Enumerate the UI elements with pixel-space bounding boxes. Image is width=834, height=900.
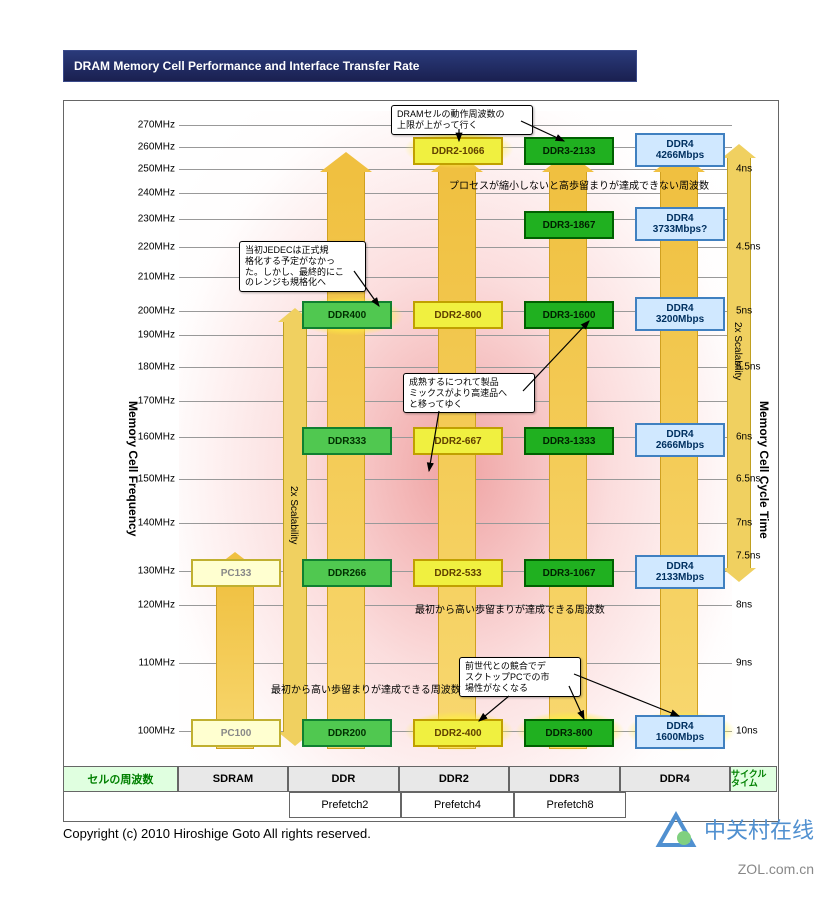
y-tick-left: 260MHz: [138, 142, 175, 153]
annotation: 最初から高い歩留まりが達成できる周波数: [415, 601, 605, 616]
annotation: プロセスが縮小しないと高歩留まりが達成できない周波数: [449, 177, 709, 192]
mem-ddr4: DDR4 3200Mbps: [635, 297, 725, 331]
y-tick-left: 190MHz: [138, 330, 175, 341]
y-tick-left: 270MHz: [138, 120, 175, 131]
mem-ddr400: DDR400: [302, 301, 392, 329]
y-tick-left: 120MHz: [138, 600, 175, 611]
y-tick-left: 250MHz: [138, 164, 175, 175]
y-tick-left: 230MHz: [138, 214, 175, 225]
mem-ddr2-533: DDR2-533: [413, 559, 503, 587]
mem-ddr3-1067: DDR3-1067: [524, 559, 614, 587]
annotation: 最初から高い歩留まりが達成できる周波数: [271, 681, 461, 696]
y-tick-left: 240MHz: [138, 188, 175, 199]
copyright: Copyright (c) 2010 Hiroshige Goto All ri…: [63, 826, 371, 841]
y-tick-left: 130MHz: [138, 566, 175, 577]
callout: DRAMセルの動作周波数の 上限が上がって行く: [391, 105, 533, 135]
mem-ddr3-1333: DDR3-1333: [524, 427, 614, 455]
y-tick-right: 7ns: [736, 518, 752, 529]
y-tick-left: 160MHz: [138, 432, 175, 443]
y-tick-right: 5.5ns: [736, 362, 760, 373]
mem-ddr4: DDR4 2133Mbps: [635, 555, 725, 589]
y-tick-left: 210MHz: [138, 272, 175, 283]
chart: 2x Scalability2x Scalability PC133PC100D…: [63, 100, 779, 822]
mem-ddr4: DDR4 4266Mbps: [635, 133, 725, 167]
title-bar: DRAM Memory Cell Performance and Interfa…: [63, 50, 637, 82]
y-tick-right: 10ns: [736, 726, 758, 737]
y-axis-left: 270MHz260MHz250MHz240MHz230MHz220MHz210M…: [142, 111, 177, 767]
mem-ddr3-1600: DDR3-1600: [524, 301, 614, 329]
mem-ddr3-800: DDR3-800: [524, 719, 614, 747]
y-tick-right: 8ns: [736, 600, 752, 611]
callout: 当初JEDECは正式規 格化する予定がなかっ た。しかし、最終的にこ のレンジも…: [239, 241, 366, 292]
mem-ddr266: DDR266: [302, 559, 392, 587]
y-tick-right: 4.5ns: [736, 242, 760, 253]
mem-ddr2-667: DDR2-667: [413, 427, 503, 455]
y-label-left: Memory Cell Frequency: [126, 401, 140, 536]
mem-pc133: PC133: [191, 559, 281, 587]
y-tick-left: 170MHz: [138, 396, 175, 407]
y-tick-left: 140MHz: [138, 518, 175, 529]
y-tick-left: 200MHz: [138, 306, 175, 317]
mem-ddr3-1867: DDR3-1867: [524, 211, 614, 239]
mem-ddr2-400: DDR2-400: [413, 719, 503, 747]
mem-ddr2-800: DDR2-800: [413, 301, 503, 329]
callout: 前世代との競合でデ スクトップPCでの市 場性がなくなる: [459, 657, 581, 697]
mem-ddr4: DDR4 2666Mbps: [635, 423, 725, 457]
y-tick-left: 180MHz: [138, 362, 175, 373]
watermark: 中关村在线ZOL.com.cn: [654, 810, 814, 880]
callout: 成熟するにつれて製品 ミックスがより高速品へ と移ってゆく: [403, 373, 535, 413]
y-tick-right: 9ns: [736, 658, 752, 669]
y-tick-left: 100MHz: [138, 726, 175, 737]
y-tick-right: 7.5ns: [736, 551, 760, 562]
mem-ddr2-1066: DDR2-1066: [413, 137, 503, 165]
y-tick-right: 5ns: [736, 306, 752, 317]
mem-ddr333: DDR333: [302, 427, 392, 455]
y-tick-left: 150MHz: [138, 474, 175, 485]
column-arrow-ddr4: [660, 171, 698, 749]
y-tick-right: 4ns: [736, 164, 752, 175]
mem-ddr3-2133: DDR3-2133: [524, 137, 614, 165]
y-tick-left: 110MHz: [139, 658, 176, 669]
mem-ddr4: DDR4 1600Mbps: [635, 715, 725, 749]
y-label-right: Memory Cell Cycle Time: [757, 401, 771, 539]
y-tick-right: 6ns: [736, 432, 752, 443]
x-axis-row-1: セルの周波数SDRAMDDRDDR2DDR3DDR4サイクル タイム: [63, 766, 777, 792]
scalability-label: 2x Scalability: [288, 486, 299, 544]
mem-ddr200: DDR200: [302, 719, 392, 747]
mem-ddr4: DDR4 3733Mbps?: [635, 207, 725, 241]
mem-pc100: PC100: [191, 719, 281, 747]
y-tick-left: 220MHz: [138, 242, 175, 253]
